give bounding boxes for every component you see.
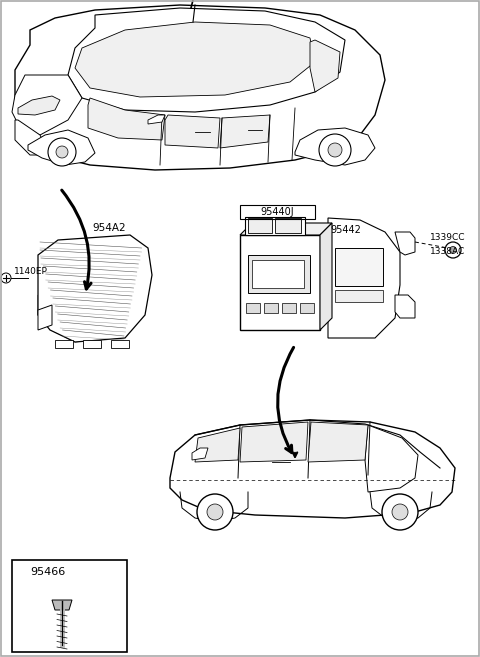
Polygon shape (192, 448, 208, 460)
Circle shape (319, 134, 351, 166)
Polygon shape (15, 120, 50, 155)
Bar (83, 340, 101, 348)
Bar (240, 205, 315, 219)
Text: 1339CC: 1339CC (430, 233, 466, 242)
Polygon shape (320, 223, 332, 330)
Bar (282, 303, 296, 313)
Polygon shape (88, 98, 165, 140)
Text: 1338AC: 1338AC (430, 248, 465, 256)
Circle shape (1, 273, 11, 283)
Text: 95466: 95466 (30, 567, 65, 577)
Polygon shape (12, 75, 82, 135)
Bar (335, 290, 383, 302)
Circle shape (392, 504, 408, 520)
Bar (240, 235, 320, 330)
Text: 954A2: 954A2 (92, 223, 126, 233)
Bar (248, 255, 310, 293)
Bar (335, 248, 383, 286)
Bar (264, 303, 278, 313)
Bar (252, 260, 304, 288)
Polygon shape (365, 425, 418, 492)
Polygon shape (165, 115, 220, 148)
Polygon shape (52, 600, 72, 610)
Polygon shape (240, 223, 332, 235)
Circle shape (207, 504, 223, 520)
Polygon shape (15, 5, 385, 170)
Circle shape (328, 143, 342, 157)
Circle shape (445, 242, 461, 258)
Polygon shape (18, 96, 60, 115)
Polygon shape (28, 130, 95, 165)
Polygon shape (170, 420, 455, 518)
Text: 95442: 95442 (330, 225, 361, 235)
Bar (248, 218, 272, 233)
Polygon shape (240, 422, 308, 462)
Polygon shape (68, 8, 345, 112)
Circle shape (48, 138, 76, 166)
Polygon shape (195, 428, 240, 462)
Bar (246, 303, 260, 313)
Bar (275, 218, 301, 233)
Bar (12, 560, 127, 652)
Polygon shape (38, 235, 152, 342)
Polygon shape (75, 22, 315, 97)
Text: 1140EP: 1140EP (14, 267, 48, 277)
Polygon shape (220, 115, 270, 148)
Circle shape (197, 494, 233, 530)
Polygon shape (395, 232, 415, 255)
Polygon shape (295, 128, 375, 165)
Bar (111, 340, 129, 348)
Polygon shape (328, 218, 400, 338)
Text: 95440J: 95440J (260, 207, 294, 217)
Polygon shape (308, 422, 368, 462)
Bar (55, 340, 73, 348)
Polygon shape (395, 295, 415, 318)
Polygon shape (38, 245, 148, 342)
Polygon shape (245, 217, 305, 235)
Circle shape (449, 246, 456, 254)
Circle shape (56, 146, 68, 158)
Bar (300, 303, 314, 313)
Circle shape (382, 494, 418, 530)
Polygon shape (310, 40, 340, 92)
Polygon shape (38, 305, 52, 330)
Polygon shape (148, 115, 165, 124)
